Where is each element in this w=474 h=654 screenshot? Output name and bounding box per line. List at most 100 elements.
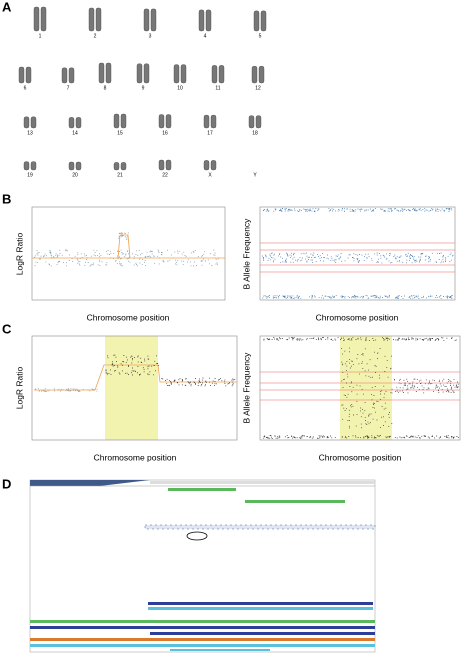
chromosome [143, 63, 150, 84]
chromosome-label: Y [253, 172, 257, 178]
scatter-texture [263, 337, 457, 341]
chromosome-label: 21 [117, 172, 123, 178]
chromosome [75, 161, 82, 171]
chromosome [173, 64, 180, 84]
chromosome [253, 10, 260, 32]
plot-frame [259, 206, 456, 301]
chromosome [210, 114, 217, 129]
chromosome [33, 6, 40, 32]
panel-label: B [2, 191, 11, 206]
chromosome [203, 160, 210, 171]
chromosome-label: 20 [72, 172, 78, 178]
plot-frame [31, 335, 238, 441]
chromosome-label: 12 [255, 85, 261, 91]
chromosome [210, 160, 217, 171]
chromosome-label: 13 [27, 130, 33, 136]
scatter-texture [161, 377, 236, 387]
chromosome [68, 67, 75, 84]
baseline [117, 234, 131, 259]
chromosome [158, 114, 165, 129]
chromosome-label: 1 [39, 33, 42, 39]
panel-label: A [2, 0, 12, 14]
chromosome [251, 65, 258, 84]
chromosome-label: 9 [142, 85, 145, 91]
plot-frame [259, 335, 461, 441]
chromosome [218, 65, 225, 84]
chromosome [113, 113, 120, 129]
chromosome-label: 16 [162, 130, 168, 136]
chromosome-label: 5 [259, 33, 262, 39]
chromosome [61, 67, 68, 84]
chromosome [113, 162, 120, 171]
scatter-texture [263, 435, 459, 439]
y-axis-label: B Allele Frequency [241, 352, 251, 424]
scatter-texture [394, 378, 459, 394]
chromosome [143, 8, 150, 32]
scatter-texture [341, 347, 393, 429]
chromosome-label: 14 [72, 130, 78, 136]
chromosome [205, 9, 212, 32]
y-axis-label: LogR Ratio [14, 366, 24, 409]
chromosome [95, 7, 102, 32]
chromosome [136, 63, 143, 84]
chromosome [40, 6, 47, 32]
chromosome [180, 64, 187, 84]
scatter-texture [105, 354, 159, 376]
scatter-texture [118, 232, 129, 241]
chromosome-label: 3 [149, 33, 152, 39]
chromosome [75, 117, 82, 129]
x-axis-label: Chromosome position [319, 452, 402, 462]
chromosome-label: 11 [215, 85, 220, 91]
scatter-texture [35, 388, 98, 392]
panel-label: C [2, 321, 12, 336]
chromosome-label: 2 [94, 33, 97, 39]
chromosome [211, 65, 218, 84]
chromosome [18, 66, 25, 84]
chromosome-label: 22 [162, 172, 168, 178]
chromosome [30, 161, 37, 171]
chromosome [120, 113, 127, 129]
chromosome-label: 8 [104, 85, 107, 91]
chromosome-label: 18 [252, 130, 258, 136]
chromosome-label: 15 [117, 130, 123, 136]
panel-label: D [2, 476, 11, 491]
highlight [105, 336, 158, 440]
chromosome [165, 114, 172, 129]
chromosome [158, 159, 165, 171]
scatter-texture [34, 249, 219, 267]
x-axis-label: Chromosome position [94, 452, 177, 462]
highlight [340, 336, 392, 440]
chromosome [248, 115, 255, 129]
plot-frame [31, 206, 226, 301]
chromosome [150, 8, 157, 32]
y-axis-label: LogR Ratio [14, 232, 24, 275]
scatter-texture [263, 208, 453, 212]
x-axis-label: Chromosome position [316, 312, 399, 322]
chromosome [105, 62, 112, 84]
chromosome-label: 7 [67, 85, 70, 91]
chromosome-label: 4 [204, 33, 207, 39]
chromosome [198, 9, 205, 32]
chromosome-label: 17 [207, 130, 213, 136]
chromosome-label: X [208, 172, 212, 178]
scatter-texture [262, 295, 453, 299]
chromosome [255, 115, 262, 129]
chromosome [25, 66, 32, 84]
chromosome [68, 117, 75, 129]
y-axis-label: B Allele Frequency [241, 218, 251, 290]
chromosome [98, 62, 105, 84]
chromosome-label: 10 [177, 85, 183, 91]
chromosome [30, 116, 37, 129]
chromosome [88, 7, 95, 32]
chromosome [68, 161, 75, 171]
chromosome [23, 161, 30, 171]
chromosome [165, 159, 172, 171]
chromosome [258, 65, 265, 84]
genome-browser [29, 479, 376, 653]
chromosome-label: 19 [27, 172, 33, 178]
scatter-texture [262, 252, 454, 264]
chromosome [23, 116, 30, 129]
baseline [34, 364, 237, 391]
chromosome [260, 10, 267, 32]
